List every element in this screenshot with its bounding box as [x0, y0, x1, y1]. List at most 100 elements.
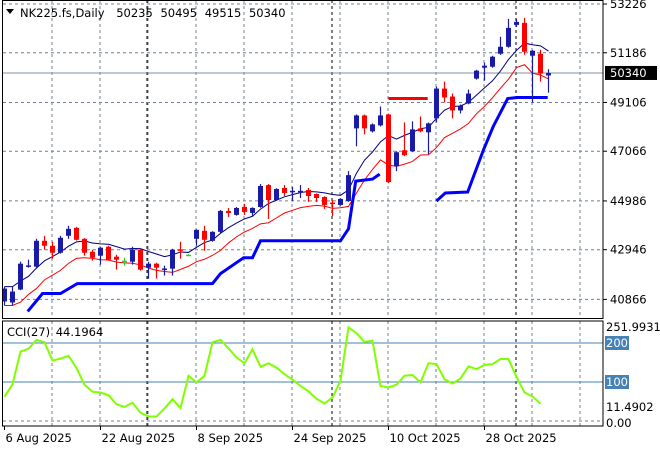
candle-body: [482, 65, 487, 68]
candle-body: [2, 288, 7, 302]
candle: [98, 246, 103, 265]
candle-body: [106, 246, 111, 260]
candle-body: [90, 251, 95, 258]
candle-body: [322, 196, 327, 205]
price-tick-label: 51186: [610, 46, 647, 60]
candle: [146, 261, 151, 279]
candle-body: [506, 27, 511, 47]
candle-body: [26, 265, 31, 267]
candle: [266, 184, 271, 219]
candle-body: [18, 263, 23, 290]
candle: [474, 69, 479, 80]
candle: [354, 114, 359, 147]
candle-body: [538, 53, 543, 74]
candle-body: [418, 128, 423, 132]
candle: [370, 123, 375, 133]
candle-body: [434, 88, 439, 119]
candle-body: [338, 198, 343, 205]
candle: [58, 235, 63, 254]
candle: [402, 122, 407, 157]
candle: [426, 122, 431, 155]
price-tick-label: 40866: [610, 292, 647, 306]
candle: [290, 187, 295, 201]
candle: [314, 193, 319, 202]
candle: [226, 207, 231, 217]
candle: [546, 69, 551, 93]
lower-moving-average: [4, 64, 549, 306]
candle-body: [58, 237, 63, 253]
price-tick-label: 49106: [610, 95, 647, 109]
candle: [250, 207, 255, 216]
candle-body: [146, 263, 151, 268]
candle: [10, 286, 15, 306]
candle: [2, 286, 7, 306]
candle: [394, 151, 399, 172]
candle-body: [498, 46, 503, 54]
candle: [74, 226, 79, 241]
candle-body: [98, 247, 103, 256]
candle: [130, 246, 135, 265]
candle-body: [178, 249, 183, 251]
current-price-box: [605, 65, 657, 80]
candle: [66, 225, 71, 239]
current-price-label: 50340: [610, 66, 647, 80]
candle-body: [466, 93, 471, 104]
date-tick-label: 24 Sep 2025: [294, 431, 367, 445]
candle: [82, 238, 87, 256]
candle: [490, 55, 495, 68]
candle: [498, 36, 503, 55]
candle: [338, 198, 343, 206]
candle: [186, 254, 191, 257]
candle-body: [290, 190, 295, 193]
cci-axis-min: 11.4902: [606, 400, 654, 414]
candle: [26, 259, 31, 268]
date-tick-label: 10 Oct 2025: [390, 431, 461, 445]
cci-header: CCI(27) 44.1964: [7, 325, 103, 339]
candle-body: [394, 152, 399, 167]
symbol-label: NK225.fs,Daily: [20, 6, 105, 20]
candle-body: [314, 194, 319, 198]
candle: [410, 121, 415, 153]
date-tick-label: 8 Sep 2025: [198, 431, 264, 445]
cci-level-box: [605, 336, 629, 350]
candle-body: [210, 231, 215, 241]
candle: [466, 89, 471, 105]
cci-series: [3, 325, 603, 422]
candle-body: [546, 72, 551, 76]
candle-body: [218, 210, 223, 232]
candle-body: [354, 115, 359, 129]
candle-body: [458, 105, 463, 111]
candle-body: [490, 56, 495, 67]
high-value: 50495: [160, 6, 197, 20]
candle-body: [250, 207, 255, 213]
candle: [242, 203, 247, 215]
candle-body: [242, 206, 247, 212]
candle: [530, 50, 535, 103]
price-tick-label: 53226: [610, 0, 647, 11]
trailing-stop-line: [26, 172, 381, 313]
candle-body: [514, 21, 519, 25]
cci-label: CCI(27): [7, 325, 50, 339]
candle: [258, 184, 263, 208]
grid: [3, 0, 603, 426]
candle-body: [402, 150, 407, 156]
open-value: 50235: [116, 6, 153, 20]
candle: [42, 235, 47, 250]
cci-panel-frame: [2, 320, 604, 427]
collapse-triangle-icon[interactable]: [6, 9, 14, 14]
candle-body: [34, 240, 39, 267]
candle-body: [258, 186, 263, 207]
cci-line: [3, 325, 542, 418]
candle-body: [426, 123, 431, 133]
candle-body: [522, 22, 527, 52]
candle: [138, 248, 143, 271]
price-tick-label: 44986: [610, 194, 647, 208]
candle: [50, 241, 55, 259]
candle: [330, 200, 335, 216]
candle-body: [170, 249, 175, 269]
candle: [194, 229, 199, 246]
price-tick-label: 42946: [610, 243, 647, 257]
candle: [178, 241, 183, 259]
candle: [482, 62, 487, 81]
